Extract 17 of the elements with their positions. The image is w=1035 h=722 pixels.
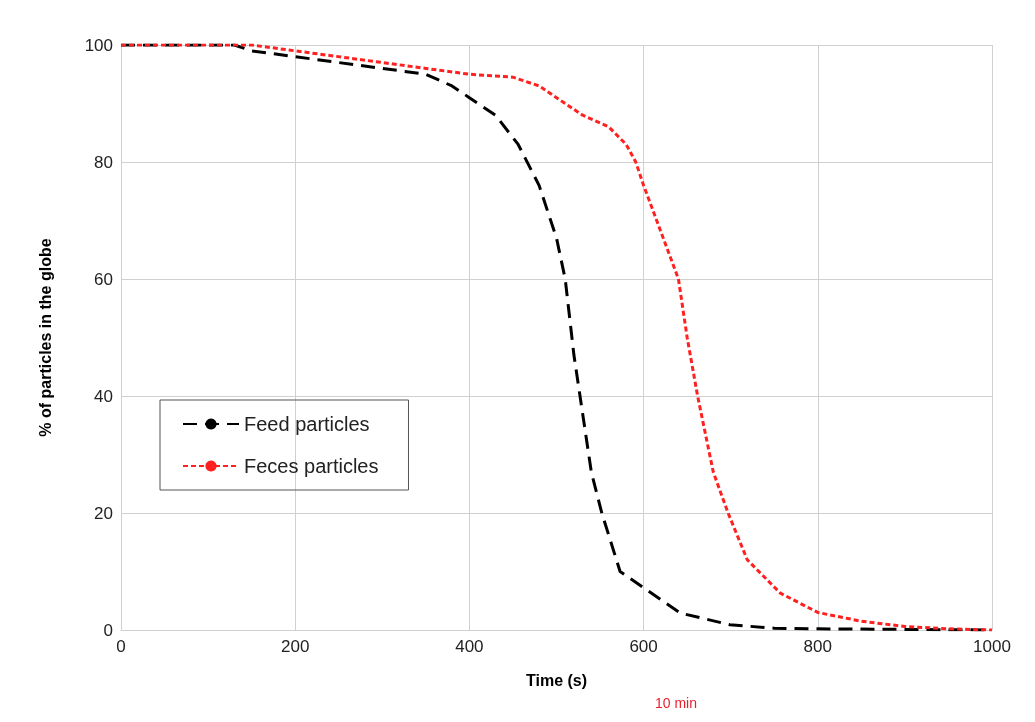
- y-tick-label: 40: [94, 386, 113, 406]
- y-tick-label: 100: [84, 35, 113, 55]
- y-tick-label: 60: [94, 269, 113, 289]
- legend-label: Feces particles: [244, 455, 379, 477]
- y-tick-label: 80: [94, 152, 113, 172]
- y-tick-label: 0: [103, 620, 113, 640]
- x-tick-label: 1000: [973, 637, 1011, 656]
- legend-label: Feed particles: [244, 413, 370, 435]
- x-tick-label: 600: [629, 637, 658, 656]
- x-tick-label: 800: [803, 637, 832, 656]
- x-axis-title: Time (s): [525, 671, 588, 689]
- y-tick-label: 20: [94, 503, 113, 523]
- y-axis-title: % of particles in the globe: [36, 238, 54, 437]
- text: 10 min: [655, 695, 698, 711]
- x-tick-label: 0: [116, 637, 126, 656]
- x-tick-label: 400: [455, 637, 484, 656]
- x-tick-label: 200: [281, 637, 310, 656]
